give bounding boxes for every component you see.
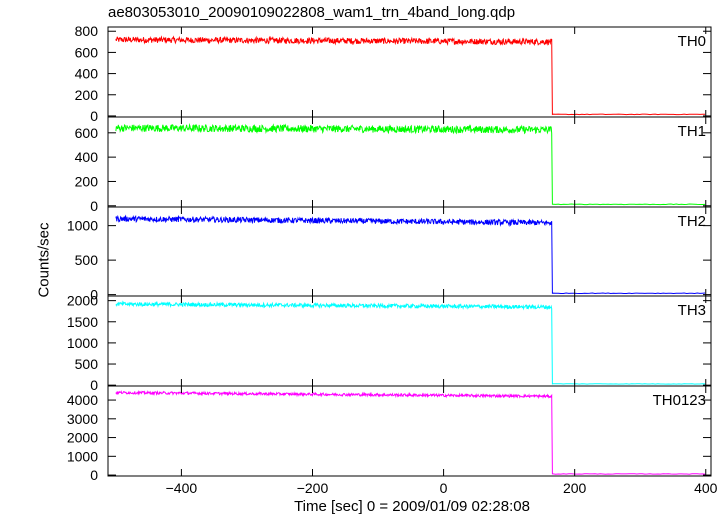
series-line-th0123 <box>115 389 706 475</box>
y-tick-label: 3000 <box>67 411 98 427</box>
y-tick-label: 0 <box>90 198 98 214</box>
y-tick-label: 0 <box>90 108 98 124</box>
y-tick-label: 500 <box>75 252 99 268</box>
chart-title: ae803053010_20090109022808_wam1_trn_4ban… <box>108 4 516 21</box>
panel-label-th2: TH2 <box>678 213 706 230</box>
panel-frame <box>107 295 712 387</box>
x-axis-label: Time [sec] 0 = 2009/01/09 02:28:08 <box>294 498 530 515</box>
y-tick-label: 0 <box>90 287 98 303</box>
y-tick-label: 400 <box>75 66 99 82</box>
y-tick-label: 2000 <box>67 293 98 309</box>
y-tick-label: 0 <box>90 467 98 483</box>
y-tick-label: 500 <box>75 356 99 372</box>
y-tick-label: 600 <box>75 44 99 60</box>
y-tick-label: 600 <box>75 125 99 141</box>
y-tick-label: 1000 <box>67 218 98 234</box>
panel-label-th3: TH3 <box>678 302 706 319</box>
x-tick-label: 200 <box>563 480 587 496</box>
y-tick-label: 0 <box>90 377 98 393</box>
y-tick-label: 2000 <box>67 430 98 446</box>
x-tick-label: −400 <box>166 480 198 496</box>
y-tick-label: 200 <box>75 173 99 189</box>
series-line-th1 <box>115 122 706 206</box>
panel-frame <box>107 385 712 477</box>
panel-label-th0123: TH0123 <box>653 392 706 409</box>
y-axis-label: Counts/sec <box>35 222 53 298</box>
panel-label-th0: TH0 <box>678 33 706 50</box>
y-tick-label: 800 <box>75 23 99 39</box>
x-tick-label: −200 <box>297 480 329 496</box>
x-tick-label: 0 <box>440 480 448 496</box>
y-tick-label: 1000 <box>67 335 98 351</box>
x-tick-label: 400 <box>694 480 718 496</box>
series-line-th2 <box>115 214 706 295</box>
y-tick-label: 1000 <box>67 448 98 464</box>
series-line-th3 <box>115 300 706 385</box>
y-tick-label: 400 <box>75 149 99 165</box>
y-tick-label: 200 <box>75 87 99 103</box>
panel-label-th1: TH1 <box>678 123 706 140</box>
series-line-th0 <box>115 35 706 116</box>
y-tick-label: 4000 <box>67 392 98 408</box>
y-tick-label: 1500 <box>67 314 98 330</box>
